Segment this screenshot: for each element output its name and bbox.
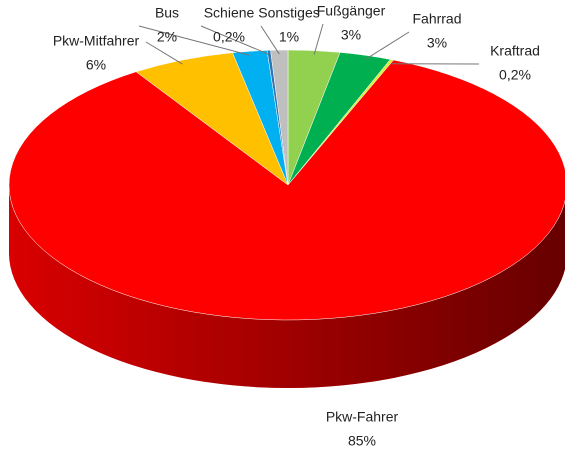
slice-value-label: 85% <box>348 433 376 449</box>
slice-side-shade <box>9 185 565 388</box>
slice-value-label: 0,2% <box>213 29 245 45</box>
slice-label: Schiene <box>204 5 255 21</box>
slice-label: Kraftrad <box>490 43 540 59</box>
leader-line <box>200 25 270 55</box>
leader-line <box>365 31 410 60</box>
leader-line <box>313 23 324 55</box>
slice <box>270 49 289 186</box>
slice-value-label: 2% <box>157 29 177 45</box>
slice-value-label: 6% <box>86 57 106 73</box>
slice-label: Pkw-Mitfahrer <box>53 33 140 49</box>
slice-value-label: 1% <box>279 29 299 45</box>
slice-value-label: 0,2% <box>499 67 531 83</box>
slice-label: Bus <box>155 5 179 21</box>
leader-line <box>145 41 183 65</box>
slice-label: Pkw-Fahrer <box>326 409 399 425</box>
slice-label: Sonstiges <box>258 5 319 21</box>
leader-line <box>138 25 250 56</box>
slice-value-label: 3% <box>341 27 361 43</box>
slice-label: Fußgänger <box>317 3 386 19</box>
slice <box>8 59 565 321</box>
leader-line <box>260 25 280 55</box>
slice-label: Fahrrad <box>412 11 461 27</box>
slice-value-label: 3% <box>427 35 447 51</box>
